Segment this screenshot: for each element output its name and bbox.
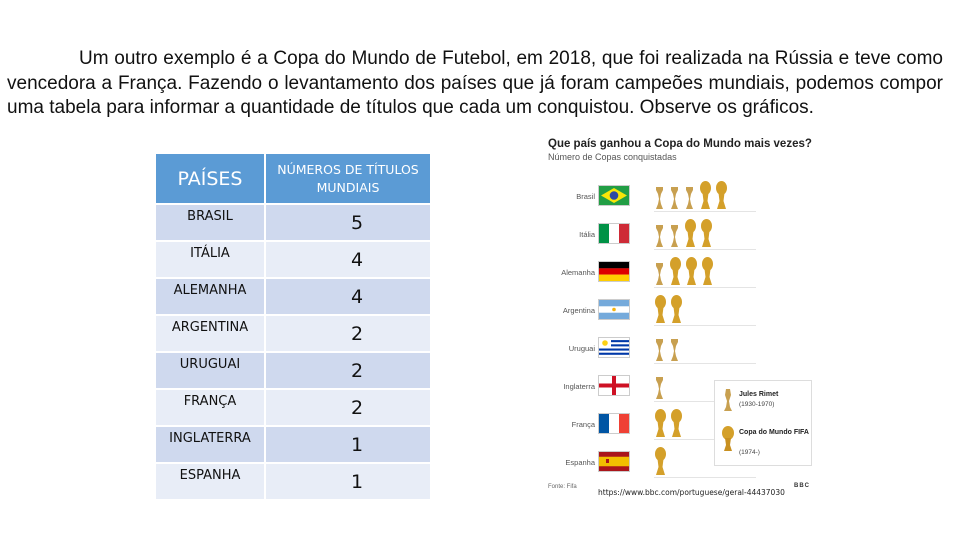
table-header-row: PAÍSES NÚMEROS DE TÍTULOS MUNDIAIS [156,154,430,205]
trophy-lane [654,178,756,212]
flag-argentina-icon [598,299,630,320]
jules-rimet-trophy-icon [656,377,663,399]
flag-uruguay-icon [598,337,630,358]
titles-cell: 2 [265,389,430,427]
infographic-subtitle: Número de Copas conquistadas [548,152,677,162]
trophy-lane [654,444,756,478]
fifa-trophy-icon [655,409,666,437]
titles-cell: 2 [265,315,430,353]
titles-cell: 5 [265,204,430,242]
fifa-trophy-icon [655,447,666,475]
infographic-row: Argentina [540,290,822,328]
infographic-country-label: França [571,420,595,429]
trophy-lane [654,330,756,364]
jules-rimet-trophy-icon [656,225,663,247]
fifa-trophy-icon [685,219,696,247]
fifa-trophy-icon [670,257,681,285]
jules-rimet-trophy-icon [656,263,663,285]
flag-germany-icon [598,261,630,282]
table-row: ALEMANHA 4 [156,278,430,316]
jules-rimet-trophy-icon [656,339,663,361]
infographic-row: Alemanha [540,252,822,290]
flag-spain-icon [598,451,630,472]
titles-cell: 1 [265,426,430,464]
country-cell: BRASIL [156,204,266,242]
infographic-legend: Jules Rimet (1930-1970) Copa do Mundo FI… [714,380,812,466]
infographic-title: Que país ganhou a Copa do Mundo mais vez… [548,138,812,150]
jules-rimet-trophy-icon [671,339,678,361]
source-link[interactable]: https://www.bbc.com/portuguese/geral-444… [598,488,785,497]
country-cell: URUGUAI [156,352,266,390]
fifa-trophy-icon [686,257,697,285]
fifa-trophy-icon [701,219,712,247]
country-cell: INGLATERRA [156,426,266,464]
infographic-country-label: Alemanha [561,268,595,277]
trophy-lane [654,406,756,440]
country-cell: ARGENTINA [156,315,266,353]
jules-rimet-trophy-icon [724,389,732,411]
infographic-country-label: Argentina [562,306,595,315]
infographic-country-label: Brasil [576,192,595,201]
jules-rimet-trophy-icon [671,225,678,247]
trophy-lane [654,368,756,402]
fifa-trophy-icon [700,181,711,209]
fifa-trophy-icon [716,181,727,209]
titles-table: PAÍSES NÚMEROS DE TÍTULOS MUNDIAIS BRASI… [156,154,430,501]
fifa-trophy-icon [671,409,682,437]
header-countries: PAÍSES [156,154,266,205]
flag-brazil-icon [598,185,630,206]
legend-fifa-years: (1974-) [739,449,760,456]
legend-jules-rimet-years: (1930-1970) [739,401,775,408]
titles-cell: 2 [265,352,430,390]
bbc-logo: BBC [794,483,810,489]
country-cell: ITÁLIA [156,241,266,279]
fifa-trophy-icon [722,426,734,451]
jules-rimet-trophy-icon [671,187,678,209]
flag-france-icon [598,413,630,434]
infographic-row: Uruguai [540,328,822,366]
trophy-lane [654,254,756,288]
fifa-trophy-icon [702,257,713,285]
infographic-country-label: Inglaterra [563,382,595,391]
trophy-lane [654,292,756,326]
flag-italy-icon [598,223,630,244]
country-cell: FRANÇA [156,389,266,427]
jules-rimet-trophy-icon [686,187,693,209]
infographic-country-label: Itália [579,230,595,239]
table-row: ESPANHA 1 [156,463,430,501]
legend-fifa-title: Copa do Mundo FIFA [739,429,809,436]
titles-cell: 4 [265,241,430,279]
table-row: URUGUAI 2 [156,352,430,390]
infographic-source: Fonte: Fifa [548,484,577,490]
table-row: INGLATERRA 1 [156,426,430,464]
header-titles: NÚMEROS DE TÍTULOS MUNDIAIS [265,154,430,205]
trophy-lane [654,216,756,250]
table-row: ARGENTINA 2 [156,315,430,353]
infographic-row: Espanha [540,442,822,480]
infographic-country-label: Espanha [565,458,595,467]
titles-cell: 4 [265,278,430,316]
infographic-row: Brasil [540,176,822,214]
legend-jules-rimet-title: Jules Rimet [739,391,779,398]
infographic-row: Inglaterra [540,366,822,404]
world-cup-infographic: Que país ganhou a Copa do Mundo mais vez… [540,136,822,492]
fifa-trophy-icon [655,295,666,323]
titles-cell: 1 [265,463,430,501]
table-row: BRASIL 5 [156,204,430,242]
country-cell: ESPANHA [156,463,266,501]
infographic-country-label: Uruguai [568,344,595,353]
table-row: FRANÇA 2 [156,389,430,427]
infographic-row: França [540,404,822,442]
jules-rimet-trophy-icon [656,187,663,209]
infographic-row: Itália [540,214,822,252]
intro-paragraph: Um outro exemplo é a Copa do Mundo de Fu… [7,48,943,118]
table-row: ITÁLIA 4 [156,241,430,279]
flag-england-icon [598,375,630,396]
country-cell: ALEMANHA [156,278,266,316]
fifa-trophy-icon [671,295,682,323]
